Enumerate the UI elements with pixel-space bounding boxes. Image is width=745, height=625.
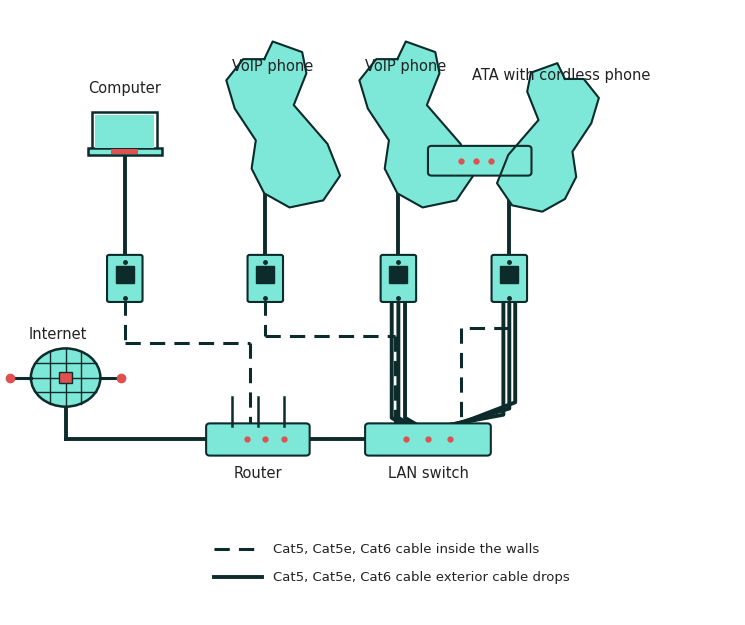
Text: ATA with cordless phone: ATA with cordless phone: [472, 68, 650, 83]
Text: VoIP phone: VoIP phone: [365, 59, 446, 74]
Polygon shape: [497, 63, 599, 212]
FancyBboxPatch shape: [428, 146, 531, 176]
FancyBboxPatch shape: [247, 255, 283, 302]
FancyBboxPatch shape: [88, 148, 162, 154]
Text: VoIP phone: VoIP phone: [232, 59, 314, 74]
FancyBboxPatch shape: [256, 266, 274, 282]
FancyBboxPatch shape: [59, 372, 72, 383]
Text: LAN switch: LAN switch: [387, 466, 469, 481]
FancyBboxPatch shape: [92, 112, 157, 151]
Text: Computer: Computer: [89, 81, 161, 96]
FancyBboxPatch shape: [501, 266, 519, 282]
Text: Internet: Internet: [29, 327, 87, 342]
Text: Cat5, Cat5e, Cat6 cable exterior cable drops: Cat5, Cat5e, Cat6 cable exterior cable d…: [273, 571, 569, 584]
FancyBboxPatch shape: [492, 255, 527, 302]
FancyBboxPatch shape: [107, 255, 142, 302]
FancyBboxPatch shape: [390, 266, 408, 282]
Polygon shape: [226, 41, 340, 208]
Text: Router: Router: [234, 466, 282, 481]
FancyBboxPatch shape: [112, 149, 138, 154]
FancyBboxPatch shape: [115, 266, 134, 282]
Circle shape: [31, 348, 101, 407]
FancyBboxPatch shape: [365, 423, 491, 456]
Text: Cat5, Cat5e, Cat6 cable inside the walls: Cat5, Cat5e, Cat6 cable inside the walls: [273, 542, 539, 556]
FancyBboxPatch shape: [95, 115, 154, 148]
FancyBboxPatch shape: [206, 423, 310, 456]
FancyBboxPatch shape: [381, 255, 416, 302]
Polygon shape: [359, 41, 473, 208]
